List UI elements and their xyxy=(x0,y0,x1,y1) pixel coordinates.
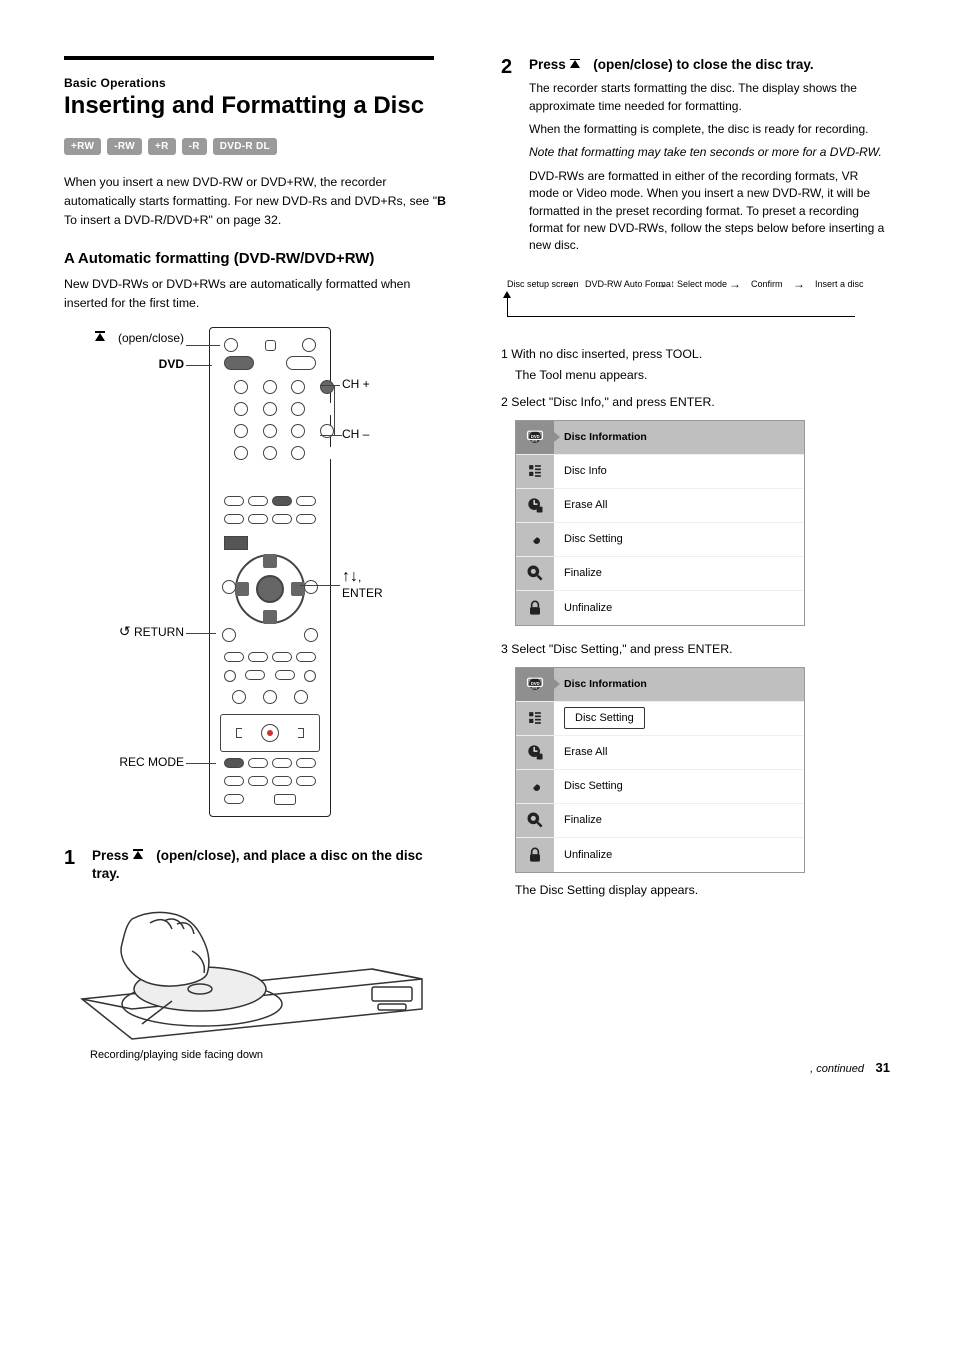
badge-minus-r: -R xyxy=(182,138,207,155)
menu-1-item-5: Unfinalize xyxy=(554,591,804,625)
menu2-icon-clock xyxy=(516,736,554,770)
section-supertitle: Basic Operations xyxy=(64,76,453,90)
menu-icon-tool xyxy=(516,523,554,557)
section-title: Inserting and Formatting a Disc xyxy=(64,92,453,120)
flow-arrow-icon: → xyxy=(563,277,575,291)
ch-plus-icon xyxy=(320,380,334,394)
menu-icon-lock xyxy=(516,591,554,625)
menu2-icon-tool xyxy=(516,770,554,804)
step-2-text: Press (open/close) to close the disc tra… xyxy=(529,56,890,74)
step-2-sub1: The recorder starts formatting the disc.… xyxy=(529,80,890,115)
menu-1-header: Disc Information xyxy=(554,421,804,455)
disc-setting-appears: The Disc Setting display appears. xyxy=(515,881,890,900)
lead-rec-mode: REC MODE xyxy=(64,755,184,769)
tool-menu-2: DVD-RW Disc Information Disc Setting Era… xyxy=(515,667,805,873)
substep-2: 2 Select "Disc Info," and press ENTER. xyxy=(501,393,890,412)
flow-node-3: Select mode xyxy=(671,275,733,293)
small-rect-icon xyxy=(224,536,248,550)
svg-text:DVD: DVD xyxy=(531,434,540,439)
badge-minus-rw: -RW xyxy=(107,138,142,155)
menu-1-item-2: Erase All xyxy=(554,489,804,523)
svg-text:-RW: -RW xyxy=(531,686,538,690)
lead-arrows-enter: ↑↓, ENTER xyxy=(342,567,383,601)
disc-type-badges: +RW -RW +R -R DVD-R DL xyxy=(64,138,453,155)
menu-1-item-4: Finalize xyxy=(554,557,804,591)
step-2-sub3: Note that formatting may take ten second… xyxy=(529,144,890,161)
step-2-sub2: When the formatting is complete, the dis… xyxy=(529,121,890,138)
flow-arrow-icon: → xyxy=(655,277,667,291)
flow-arrow-icon: → xyxy=(793,277,805,291)
menu-2-item-2: Erase All xyxy=(554,736,804,770)
intro-paragraph: When you insert a new DVD-RW or DVD+RW, … xyxy=(64,173,453,230)
menu-2-selected: Disc Setting xyxy=(554,702,804,736)
menu-1-item-1: Disc Info xyxy=(554,455,804,489)
dvd-button-icon xyxy=(224,356,254,370)
continued-indicator: , continued xyxy=(810,1063,864,1075)
badge-plus-rw: +RW xyxy=(64,138,101,155)
badge-plus-r: +R xyxy=(148,138,176,155)
formatting-body: New DVD-RWs or DVD+RWs are automatically… xyxy=(64,275,453,313)
menu-icon-grid xyxy=(516,455,554,489)
left-side-circle-icon xyxy=(222,580,236,594)
menu2-icon-lock xyxy=(516,838,554,872)
section-divider xyxy=(64,56,434,60)
menu2-icon-grid xyxy=(516,702,554,736)
menu-2-item-5: Unfinalize xyxy=(554,838,804,872)
dpad-icon xyxy=(235,554,305,624)
lead-dvd: DVD xyxy=(64,357,184,371)
step-2-sub4: DVD-RWs are formatted in either of the r… xyxy=(529,168,890,255)
hand-disc-drawing xyxy=(72,889,432,1059)
lead-ch-plus: CH + xyxy=(342,377,370,391)
menu-icon-disc: DVD-RW xyxy=(516,421,554,455)
remote-diagram: (open/close) DVD ↺ RETURN REC MODE CH + … xyxy=(64,327,434,837)
flow-arrow-icon: → xyxy=(729,277,741,291)
badge-dvd-r-dl: DVD-R DL xyxy=(213,138,277,155)
lead-ch-minus: CH – xyxy=(342,427,369,441)
menu-icon-rec xyxy=(516,557,554,591)
menu-2-header: Disc Information xyxy=(554,668,804,702)
flow-diagram: Disc setup screen → DVD-RW Auto Format →… xyxy=(501,275,890,335)
step-1-text: Press (open/close), and place a disc on … xyxy=(92,847,453,883)
right-column: 2 Press (open/close) to close the disc t… xyxy=(501,56,890,1059)
disc-tray-illustration: Recording/playing side facing down xyxy=(72,889,432,1059)
eject-button-icon xyxy=(224,338,238,352)
menu2-icon-rec xyxy=(516,804,554,838)
substep-3: 3 Select "Disc Setting," and press ENTER… xyxy=(501,640,890,659)
step-2-number: 2 xyxy=(501,56,519,255)
tool-menu-1: DVD-RW Disc Information Disc Info Erase … xyxy=(515,420,805,626)
step-2: 2 Press (open/close) to close the disc t… xyxy=(501,56,890,255)
step-1: 1 Press (open/close), and place a disc o… xyxy=(64,847,453,883)
flow-node-4: Confirm xyxy=(745,275,789,293)
formatting-heading: A Automatic formatting (DVD-RW/DVD+RW) xyxy=(64,250,453,267)
substep-1-pre: 1 With no disc inserted, press TOOL. xyxy=(501,345,890,364)
menu-1-item-3: Disc Setting xyxy=(554,523,804,557)
misc-button-icon xyxy=(265,340,276,351)
lead-open-close: (open/close) xyxy=(64,331,184,345)
lead-return: ↺ RETURN xyxy=(64,623,184,640)
substep-1-post: The Tool menu appears. xyxy=(515,366,890,385)
menu-icon-clock xyxy=(516,489,554,523)
left-column: Basic Operations Inserting and Formattin… xyxy=(64,56,453,1059)
menu-2-item-4: Finalize xyxy=(554,804,804,838)
return-button-icon xyxy=(222,628,236,642)
menu2-icon-disc: DVD-RW xyxy=(516,668,554,702)
power-button-icon xyxy=(302,338,316,352)
tray-caption: Recording/playing side facing down xyxy=(90,1049,263,1061)
rec-mode-button-icon xyxy=(224,758,244,768)
svg-text:-RW: -RW xyxy=(531,439,538,443)
remote-body xyxy=(209,327,331,817)
page-number: 31 xyxy=(876,1060,890,1075)
menu-2-item-3: Disc Setting xyxy=(554,770,804,804)
step-1-number: 1 xyxy=(64,847,82,883)
svg-text:DVD: DVD xyxy=(531,681,540,686)
hdd-button-icon xyxy=(286,356,316,370)
flow-node-5: Insert a disc xyxy=(809,275,870,293)
